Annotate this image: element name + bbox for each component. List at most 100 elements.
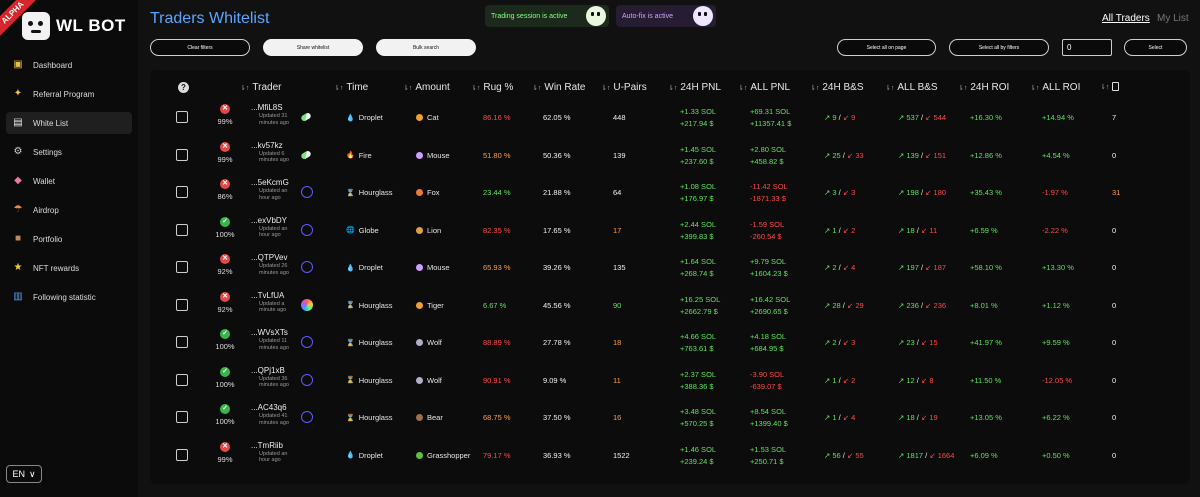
table-row[interactable]: ✓ 100% ...WVsXTs Updated 11 minutes ago ⌛ Hou…	[150, 325, 1190, 362]
column-all-pnl[interactable]: ⇂↑ ALL PNL	[738, 82, 790, 93]
column-24h-roi[interactable]: ⇂↑ 24H ROI	[958, 82, 1009, 93]
bulk-search-button[interactable]: Bulk search	[376, 39, 476, 56]
column-u-pairs[interactable]: ⇂↑ U-Pairs	[601, 82, 647, 93]
sidebar-item-dashboard[interactable]: ▣ Dashboard	[6, 54, 132, 76]
trader-name[interactable]: ...QTPVev	[251, 253, 288, 262]
sidebar-item-nft-rewards[interactable]: ★ NFT rewards	[6, 257, 132, 279]
time-cell: ⌛ Hourglass	[346, 338, 392, 347]
trader-name[interactable]: ...exVbDY	[251, 215, 288, 225]
table-row[interactable]: ✕ 86% ...5eKcmG Updated an hour ago ⌛ Hourgla…	[150, 175, 1190, 212]
sells-24h: ↙ 55	[846, 450, 864, 460]
select-all-on-page-button[interactable]: Select all on page	[837, 39, 936, 56]
row-checkbox[interactable]	[176, 298, 188, 311]
sidebar-item-airdrop[interactable]: ☂ Airdrop	[6, 199, 132, 221]
row-checkbox[interactable]	[176, 373, 188, 386]
row-checkbox[interactable]	[176, 223, 188, 236]
traders-table: ? ⇂↑ Trader ⇂↑ Time ⇂↑ Amount ⇂↑ Rug % ⇂↑ Win…	[150, 70, 1190, 484]
clear-filters-button[interactable]: Clear filters	[150, 39, 250, 56]
cross-icon: ✕	[220, 104, 230, 114]
pnl-24h-usd: +2662.79 $	[680, 306, 718, 316]
column-all-bs[interactable]: ⇂↑ ALL B&S	[885, 82, 938, 93]
sidebar-item-following-statistic[interactable]: ▥ Following statistic	[6, 286, 132, 308]
help-icon[interactable]: ?	[178, 82, 189, 93]
sidebar-item-portfolio[interactable]: ■ Portfolio	[6, 228, 132, 250]
roi-all: +1.12 %	[1042, 300, 1070, 310]
share-whitelist-button[interactable]: Share whitelist	[263, 39, 363, 56]
column-rug[interactable]: ⇂↑ Rug %	[471, 82, 513, 93]
column-time[interactable]: ⇂↑ Time	[334, 82, 368, 93]
row-checkbox[interactable]	[176, 448, 188, 461]
buys-24h: ↗ 28	[824, 300, 841, 310]
chain-icon	[301, 186, 313, 198]
logo[interactable]: WL BOT	[22, 12, 126, 40]
sidebar-item-referral-program[interactable]: ✦ Referral Program	[6, 83, 132, 105]
pnl-24h-usd: +239.24 $	[680, 456, 714, 466]
table-row[interactable]: ✕ 99% ...TmRiib Updated an hour ago 💧 Droplet…	[150, 438, 1190, 475]
column-copies[interactable]: ⇂↑	[1100, 82, 1120, 91]
table-row[interactable]: ✕ 92% ...TvLfUA Updated a minute ago ⌛ Hourgl…	[150, 288, 1190, 325]
buys-all: ↗ 1817	[898, 450, 924, 460]
sort-icon: ⇂↑	[240, 84, 250, 92]
sidebar-item-white-list[interactable]: ▤ White List	[6, 112, 132, 134]
trader-name[interactable]: ...QPj1xB	[251, 365, 285, 375]
sidebar-item-label: NFT rewards	[33, 263, 80, 273]
bs-all: ↗ 18 / ↙ 11	[898, 225, 938, 235]
row-checkbox[interactable]	[176, 186, 188, 198]
row-checkbox[interactable]	[176, 148, 188, 161]
table-row[interactable]: ✕ 99% ...MfiL8S Updated 31 minutes ago 💧 Drop…	[150, 100, 1190, 137]
bs-all: ↗ 197 / ↙ 187	[898, 263, 947, 272]
trader-name[interactable]: ...5eKcmG	[251, 178, 289, 187]
select-all-by-filters-button[interactable]: Select all by filters	[949, 39, 1049, 56]
row-checkbox[interactable]	[176, 261, 188, 273]
pnl-24h-sol: +1.08 SOL	[680, 182, 717, 191]
row-checkbox[interactable]	[176, 336, 188, 348]
sidebar-item-settings[interactable]: ⚙ Settings	[6, 141, 132, 163]
pnl-24h: +1.33 SOL +217.94 $	[680, 106, 716, 130]
pnl-24h-sol: +2.44 SOL	[680, 219, 717, 229]
trader-name[interactable]: ...TmRiib	[251, 440, 283, 450]
select-count-input[interactable]	[1062, 39, 1112, 56]
sidebar-item-label: Following statistic	[33, 292, 96, 302]
sidebar-item-wallet[interactable]: ◆ Wallet	[6, 170, 132, 192]
copies-count: 0	[1112, 375, 1117, 385]
column-trader[interactable]: ⇂↑ Trader	[240, 82, 281, 93]
row-checkbox[interactable]	[176, 411, 188, 423]
trader-name[interactable]: ...AC43q6	[251, 403, 287, 412]
select-button[interactable]: Select	[1124, 39, 1187, 56]
trader-name[interactable]: ...kv57kz	[251, 140, 283, 150]
pnl-24h-usd: +217.94 $	[680, 119, 714, 128]
table-row[interactable]: ✓ 100% ...QPj1xB Updated 36 minutes ago ⌛ Hou…	[150, 363, 1190, 400]
pnl-24h-usd: +570.25 $	[680, 419, 714, 428]
table-row[interactable]: ✓ 100% ...exVbDY Updated an hour ago 🌐 Globe L…	[150, 213, 1190, 250]
column-24h-pnl[interactable]: ⇂↑ 24H PNL	[668, 82, 721, 93]
table-row[interactable]: ✕ 99% ...kv57kz Updated 6 minutes ago 🔥 Fire M…	[150, 138, 1190, 175]
tab-my-list[interactable]: My List	[1157, 13, 1189, 24]
u-pairs: 18	[613, 338, 622, 347]
trader-name[interactable]: ...WVsXTs	[251, 328, 288, 337]
row-checkbox[interactable]	[176, 111, 188, 123]
column-all-roi[interactable]: ⇂↑ ALL ROI	[1030, 82, 1080, 93]
language-selector[interactable]: EN ∨	[6, 465, 42, 483]
pnl-all: -3.90 SOL -639.07 $	[750, 369, 784, 393]
sort-icon: ⇂↑	[1030, 84, 1040, 92]
trader-name[interactable]: ...TvLfUA	[251, 290, 285, 300]
sells-24h: ↙ 2	[842, 375, 856, 385]
sells-all: ↙ 151	[925, 150, 947, 160]
table-row[interactable]: ✕ 92% ...QTPVev Updated 26 minutes ago 💧 Drop…	[150, 250, 1190, 287]
column-24h-bs[interactable]: ⇂↑ 24H B&S	[810, 82, 864, 93]
copies-count: 0	[1112, 263, 1117, 272]
amount-label: Cat	[427, 113, 439, 122]
pnl-all: +16.42 SOL +2690.65 $	[750, 294, 790, 318]
time-label: Hourglass	[358, 375, 393, 385]
pill-icon	[300, 111, 312, 123]
column-label: Win Rate	[544, 82, 586, 93]
tab-all-traders[interactable]: All Traders	[1102, 13, 1150, 24]
table-row[interactable]: ✓ 100% ...AC43q6 Updated 41 minutes ago ⌛ Hou…	[150, 400, 1190, 437]
copies-count: 0	[1112, 150, 1117, 160]
rug-percent: 79.17 %	[483, 450, 511, 460]
column-win-rate[interactable]: ⇂↑ Win Rate	[532, 82, 586, 93]
column-label: 24H PNL	[680, 82, 721, 93]
column-amount[interactable]: ⇂↑ Amount	[403, 82, 450, 93]
cross-icon: ✕	[220, 179, 230, 189]
trader-name[interactable]: ...MfiL8S	[251, 103, 283, 112]
